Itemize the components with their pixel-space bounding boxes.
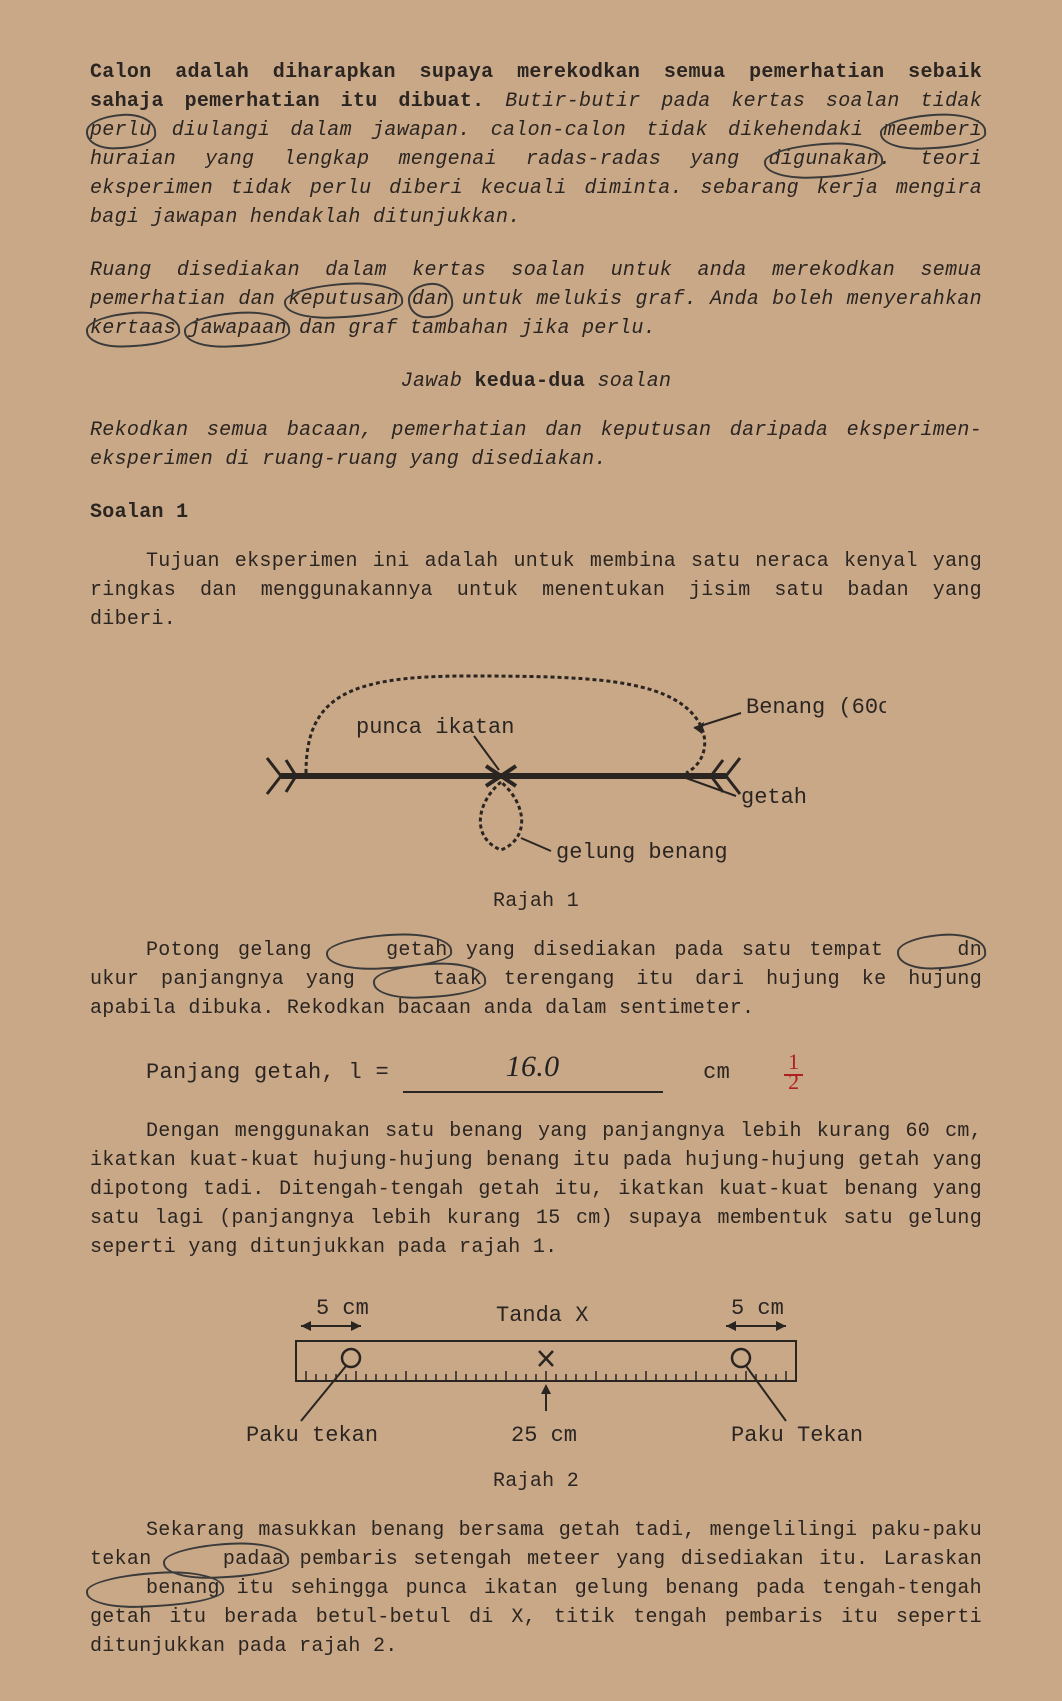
circled-taak: taak bbox=[377, 965, 482, 994]
s1-now: Sekarang masukkan benang bersama getah t… bbox=[90, 1516, 982, 1661]
circled-meemberi: meemberi bbox=[884, 116, 982, 145]
label-paku-left: Paku tekan bbox=[246, 1423, 378, 1448]
length-line: Panjang getah, l = 16.0 cm 1 2 bbox=[90, 1047, 982, 1093]
instructions-p1: Calon adalah diharapkan supaya merekodka… bbox=[90, 58, 982, 232]
circled-digunakan: digunakan bbox=[768, 145, 879, 174]
label-5cm-left: 5 cm bbox=[316, 1296, 369, 1321]
circled-benang: benang bbox=[90, 1574, 220, 1603]
answer-both: Jawab kedua-dua soalan bbox=[90, 367, 982, 396]
circled-kertaas: kertaas bbox=[90, 314, 176, 343]
s1-tie: Dengan menggunakan satu benang yang panj… bbox=[90, 1117, 982, 1262]
figure-2-caption: Rajah 2 bbox=[90, 1467, 982, 1496]
circled-perlu: perlu bbox=[90, 116, 152, 145]
label-benang: Benang (60cm) bbox=[746, 695, 886, 720]
circled-getah: getah bbox=[330, 936, 448, 965]
label-punca: punca ikatan bbox=[356, 715, 514, 740]
figure-1-caption: Rajah 1 bbox=[90, 887, 982, 916]
label-tanda-x: Tanda X bbox=[496, 1303, 588, 1328]
figure-1-svg: punca ikatan Benang (60cm) getah gelung … bbox=[186, 658, 886, 888]
s1-cut: Potong gelang getah yang disediakan pada… bbox=[90, 936, 982, 1023]
label-paku-right: Paku Tekan bbox=[731, 1423, 863, 1448]
length-blank: 16.0 bbox=[403, 1047, 663, 1093]
circled-keputusan: keputusan bbox=[288, 285, 399, 314]
circled-jawapaan: jawapaan bbox=[188, 314, 286, 343]
figure-2: 5 cm Tanda X 5 cm Paku tekan 25 cm Paku … bbox=[90, 1286, 982, 1496]
figure-1: punca ikatan Benang (60cm) getah gelung … bbox=[90, 658, 982, 916]
label-gelung: gelung benang bbox=[556, 840, 728, 865]
mark-fraction: 1 2 bbox=[784, 1052, 803, 1092]
circled-dan: dan bbox=[412, 285, 449, 314]
s1-intro: Tujuan eksperimen ini adalah untuk membi… bbox=[90, 547, 982, 634]
length-value: 16.0 bbox=[506, 1050, 560, 1083]
label-5cm-right: 5 cm bbox=[731, 1296, 784, 1321]
record-all: Rekodkan semua bacaan, pemerhatian dan k… bbox=[90, 416, 982, 474]
soalan-1-heading: Soalan 1 bbox=[90, 498, 982, 527]
circled-padaa: padaa bbox=[167, 1545, 285, 1574]
circled-dn: dn bbox=[901, 936, 982, 965]
instructions-p2: Ruang disediakan dalam kertas soalan unt… bbox=[90, 256, 982, 343]
label-getah: getah bbox=[741, 785, 807, 810]
figure-2-svg: 5 cm Tanda X 5 cm Paku tekan 25 cm Paku … bbox=[186, 1286, 886, 1466]
label-25cm: 25 cm bbox=[511, 1423, 577, 1448]
